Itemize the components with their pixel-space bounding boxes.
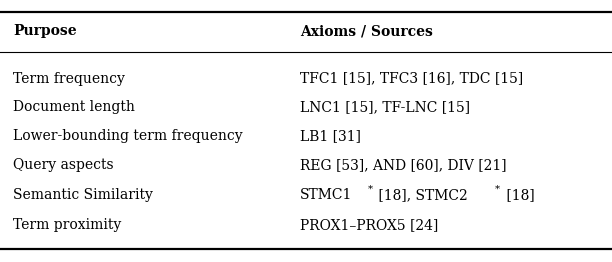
Text: Axioms / Sources: Axioms / Sources (300, 24, 433, 39)
Text: Lower-bounding term frequency: Lower-bounding term frequency (13, 129, 243, 143)
Text: Purpose: Purpose (13, 24, 77, 39)
Text: Query aspects: Query aspects (13, 158, 114, 172)
Text: *: * (495, 185, 500, 194)
Text: REG [53], AND [60], DIV [21]: REG [53], AND [60], DIV [21] (300, 158, 507, 172)
Text: Term frequency: Term frequency (13, 72, 125, 86)
Text: TFC1 [15], TFC3 [16], TDC [15]: TFC1 [15], TFC3 [16], TDC [15] (300, 72, 523, 86)
Text: Term proximity: Term proximity (13, 218, 122, 232)
Text: LNC1 [15], TF-LNC [15]: LNC1 [15], TF-LNC [15] (300, 100, 470, 114)
Text: PROX1–PROX5 [24]: PROX1–PROX5 [24] (300, 218, 438, 232)
Text: LB1 [31]: LB1 [31] (300, 129, 361, 143)
Text: Semantic Similarity: Semantic Similarity (13, 188, 154, 202)
Text: Document length: Document length (13, 100, 135, 114)
Text: [18], STMC2: [18], STMC2 (374, 188, 468, 202)
Text: [18]: [18] (502, 188, 534, 202)
Text: STMC1: STMC1 (300, 188, 353, 202)
Text: *: * (367, 185, 373, 194)
